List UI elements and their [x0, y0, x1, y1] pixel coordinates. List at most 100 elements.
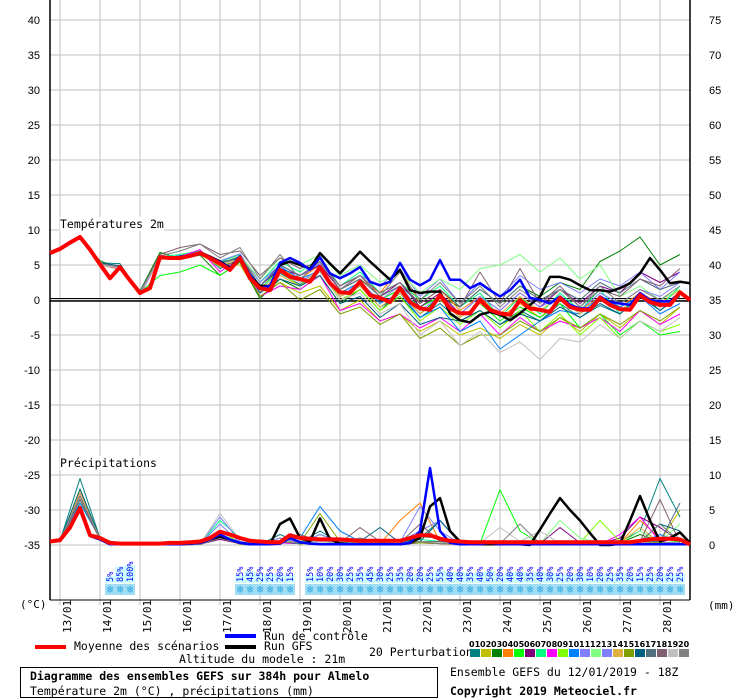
snow-cell — [285, 584, 295, 595]
altitude-label: Altitude du modele : 21m — [179, 652, 346, 666]
legend-mean-swatch — [35, 645, 66, 649]
snowflake-icon: ❄ — [467, 583, 474, 596]
perturbation-id-label: 08 — [546, 640, 558, 649]
perturbation-color-swatch — [602, 649, 612, 657]
precipitation-perturbation-02 — [59, 495, 681, 546]
snow-cell — [435, 584, 445, 595]
perturbation-color-swatch — [536, 649, 546, 657]
snow-probability-label: 30% — [546, 567, 556, 582]
snow-cell — [365, 584, 375, 595]
snow-probability-label: 40% — [456, 567, 466, 582]
legend-control-label: Run de contrôle — [264, 629, 368, 643]
x-tick-label: 27/01 — [621, 600, 634, 633]
right-tick-label: 75 — [709, 15, 721, 27]
x-tick-label: 28/01 — [661, 600, 674, 633]
snow-probability-label: 10% — [586, 567, 596, 582]
run-info: Ensemble GEFS du 12/01/2019 - 18Z — [450, 665, 679, 679]
snow-cell — [105, 584, 115, 595]
x-tick-label: 26/01 — [581, 600, 594, 633]
snow-probability-label: 45% — [246, 567, 256, 582]
precipitation-perturbation-12 — [59, 499, 681, 546]
perturbation-color-swatch — [613, 649, 623, 657]
perturbation-id-label: 20 — [678, 640, 690, 649]
precipitation-perturbation-15 — [59, 499, 681, 546]
x-tick-label: 19/01 — [301, 600, 314, 633]
perturbation-id-label: 09 — [557, 640, 569, 649]
legend-mean-label: Moyenne des scénarios — [74, 639, 220, 653]
snow-cell — [125, 584, 135, 595]
snow-probability-label: 40% — [506, 567, 516, 582]
snow-probability-bar — [655, 574, 665, 583]
snow-cell — [555, 584, 565, 595]
snow-probability-label: 40% — [516, 567, 526, 582]
snowflake-icon: ❄ — [637, 583, 644, 596]
right-tick-label: 65 — [709, 85, 721, 97]
snowflake-icon: ❄ — [457, 583, 464, 596]
perturbation-color-swatch — [569, 649, 579, 657]
right-tick-label: 25 — [709, 365, 721, 377]
copyright: Copyright 2019 Meteociel.fr — [450, 684, 637, 698]
snowflake-icon: ❄ — [237, 583, 244, 596]
snow-probability-label: 20% — [276, 567, 286, 582]
right-tick-label: 45 — [709, 225, 721, 237]
snow-probability-bar — [505, 572, 515, 583]
snow-probability-label: 35% — [396, 567, 406, 582]
legend-control-swatch — [225, 634, 256, 638]
perturbation-color-swatch — [668, 649, 678, 657]
snowflake-icon: ❄ — [257, 583, 264, 596]
snow-probability-label: 50% — [486, 567, 496, 582]
left-tick-label: -35 — [24, 540, 40, 552]
x-tick-label: 25/01 — [541, 600, 554, 633]
chart-subtitle: Température 2m (°C) , précipitations (mm… — [30, 684, 314, 698]
snow-cell — [665, 584, 675, 595]
precipitation-perturbation-13 — [59, 495, 681, 546]
snow-probability-strip: ❄5%❄85%❄100%❄15%❄45%❄25%❄25%❄20%❄15%❄15%… — [105, 562, 686, 596]
left-tick-label: 35 — [28, 50, 40, 62]
snow-probability-label: 25% — [676, 567, 686, 582]
precipitation-perturbation-05 — [59, 489, 681, 546]
right-tick-label: 0 — [709, 540, 715, 552]
snow-probability-bar — [435, 570, 445, 583]
snow-cell — [515, 584, 525, 595]
snowflake-icon: ❄ — [357, 583, 364, 596]
snow-cell — [425, 584, 435, 595]
perturbation-color-swatch — [503, 649, 513, 657]
perturbation-color-swatch — [470, 649, 480, 657]
perturbation-id-label: 10 — [568, 640, 580, 649]
x-tick-label: 24/01 — [501, 600, 514, 633]
snow-probability-bar — [565, 574, 575, 583]
snow-cell — [645, 584, 655, 595]
snow-probability-label: 10% — [316, 567, 326, 582]
perturbation-id-label: 11 — [579, 640, 591, 649]
snow-cell — [345, 584, 355, 595]
x-tick-label: 17/01 — [221, 600, 234, 633]
snow-probability-bar — [405, 574, 415, 583]
left-unit-label: (°C) — [20, 598, 47, 611]
x-tick-label: 16/01 — [181, 600, 194, 633]
perturbation-color-swatch — [481, 649, 491, 657]
snow-probability-bar — [345, 574, 355, 583]
snow-cell — [305, 584, 315, 595]
right-tick-label: 40 — [709, 260, 721, 272]
x-tick-label: 20/01 — [341, 600, 354, 633]
perturbation-color-swatch — [679, 649, 689, 657]
snowflake-icon: ❄ — [507, 583, 514, 596]
precipitation-perturbation-18 — [59, 499, 681, 546]
precipitation-control-line — [49, 466, 690, 546]
left-tick-label: 40 — [28, 15, 40, 27]
snow-probability-bar — [325, 574, 335, 583]
snow-probability-label: 25% — [606, 567, 616, 582]
snowflake-icon: ❄ — [107, 583, 114, 596]
snow-probability-label: 100% — [126, 562, 136, 582]
snow-cell — [455, 584, 465, 595]
snow-cell — [325, 584, 335, 595]
snow-probability-bar — [645, 574, 655, 583]
right-tick-label: 30 — [709, 330, 721, 342]
precipitation-perturbation-19 — [59, 495, 680, 546]
perturbation-id-label: 07 — [535, 640, 547, 649]
snowflake-icon: ❄ — [447, 583, 454, 596]
snow-probability-label: 35% — [526, 567, 536, 582]
snowflake-icon: ❄ — [667, 583, 674, 596]
snow-probability-label: 20% — [566, 567, 576, 582]
snow-cell — [475, 584, 485, 595]
